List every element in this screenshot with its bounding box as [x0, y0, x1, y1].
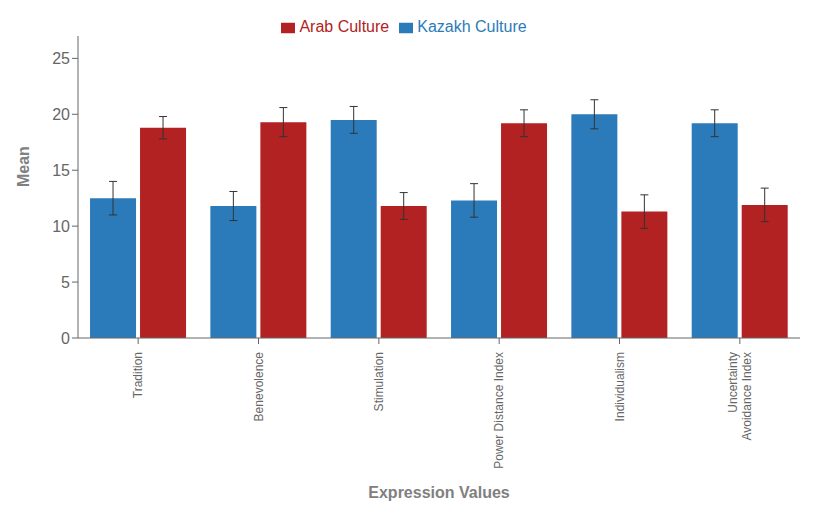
svg-text:15: 15	[52, 162, 70, 179]
html-text:Arab Culture: Arab Culture	[299, 18, 390, 35]
svg-text:Expression Values: Expression Values	[368, 484, 510, 501]
svg-text:Individualism: Individualism	[613, 352, 627, 421]
svg-text:0: 0	[61, 330, 70, 347]
svg-text:UncertaintyAvoidance Index: UncertaintyAvoidance Index	[726, 352, 753, 441]
svg-text:Mean: Mean	[15, 146, 32, 187]
svg-text:25: 25	[52, 50, 70, 67]
svg-text:10: 10	[52, 218, 70, 235]
svg-text:Benevolence: Benevolence	[252, 352, 266, 422]
svg-text:Stimulation: Stimulation	[372, 352, 386, 411]
svg-text:20: 20	[52, 106, 70, 123]
html-text:Kazakh Culture: Kazakh Culture	[417, 18, 527, 35]
svg-text:Power Distance Index: Power Distance Index	[492, 352, 506, 469]
svg-text:5: 5	[61, 274, 70, 291]
svg-text:Tradition: Tradition	[131, 352, 145, 398]
